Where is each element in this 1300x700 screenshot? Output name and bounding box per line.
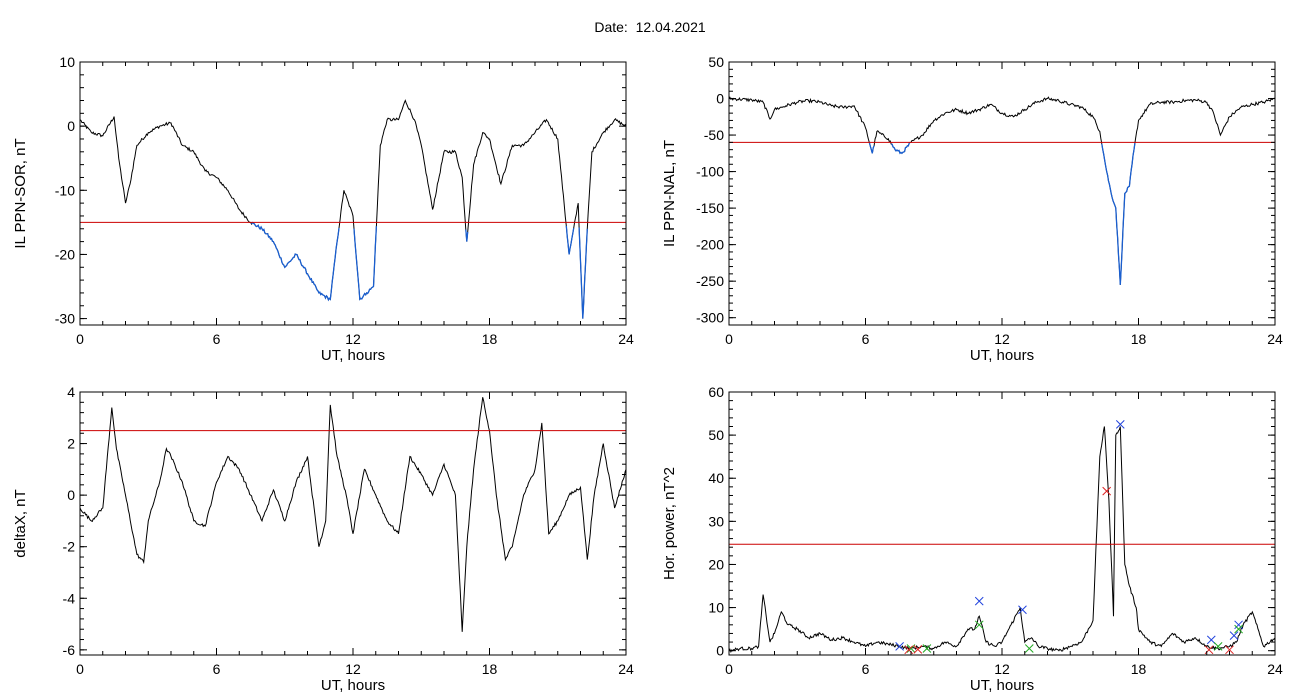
x-axis-title: UT, hours [321,347,385,364]
x-tick-label: 18 [482,661,498,677]
plot-frame [79,391,627,656]
below-threshold-highlight [251,221,588,319]
y-tick-label: -300 [696,310,724,326]
x-tick-label: 0 [76,331,84,347]
x-tick-label: 6 [862,661,870,677]
marker-red [1102,486,1112,496]
x-tick-label: 24 [618,661,634,677]
chart-panel-1: 0 6 12 18 24 -30 -20 -10 0 10 UT, hours IL PPN-SOR,… [12,54,634,364]
x-axis-title: UT, hours [970,347,1034,364]
marker-blue [974,596,984,606]
y-tick-label: 0 [67,487,75,503]
marker-red [1225,645,1234,655]
x-tick-label: 24 [618,331,634,347]
y-tick-label: -200 [696,237,724,253]
x-tick-label: 6 [213,331,221,347]
marker-green [1234,624,1243,634]
y-tick-label: -4 [63,590,76,606]
x-tick-label: 24 [1267,331,1283,347]
x-tick-label: 12 [994,331,1010,347]
x-tick-label: 12 [994,661,1010,677]
x-tick-label: 0 [76,661,84,677]
y-axis-title: IL PPN-NAL, nT [661,140,678,247]
y-axis-title: deltaX, nT [12,489,29,557]
y-tick-label: -50 [704,127,724,143]
marker-green [974,620,984,630]
y-tick-label: 30 [708,513,724,529]
y-tick-label: 0 [67,118,75,134]
series-line [729,426,1275,654]
x-tick-label: 18 [1131,331,1147,347]
date-value: 12.04.2021 [635,19,706,35]
x-tick-label: 24 [1267,661,1283,677]
x-tick-label: 6 [213,661,221,677]
x-tick-label: 0 [725,661,733,677]
marker-blue [895,642,904,651]
y-tick-label: -2 [63,539,76,555]
date-header: Date: 12.04.2021 [0,19,1300,35]
y-tick-label: 0 [716,91,724,107]
y-tick-label: -20 [55,246,75,262]
y-tick-label: -100 [696,164,724,180]
series-line [729,96,1275,285]
y-tick-label: -30 [55,311,75,327]
marker-green [1024,644,1034,653]
marker-blue [1115,419,1125,429]
x-axis-title: UT, hours [970,677,1034,694]
y-axis-title: Hor. power, nT^2 [661,467,678,580]
series-line [80,397,626,632]
y-tick-label: -250 [696,273,724,289]
marker-blue [1229,631,1239,640]
x-tick-label: 18 [1131,661,1147,677]
x-tick-label: 12 [345,661,361,677]
y-tick-label: 40 [708,470,724,486]
date-label: Date: [594,19,628,35]
chart-panel-4: 0 6 12 18 24 0 10 20 30 40 50 60 UT, hours Hor. power… [661,384,1283,694]
y-tick-label: -10 [55,182,75,198]
chart-panel-2: 0 6 12 18 24 -300 -250 -200 -150 -100 -50 0 50 UT, ho… [661,54,1283,364]
series-line [80,99,626,319]
y-tick-label: 4 [67,384,75,400]
y-tick-label: 50 [708,427,724,443]
marker-green [1213,642,1223,651]
y-tick-label: 20 [708,556,724,572]
x-tick-label: 18 [482,331,498,347]
y-tick-label: 60 [708,384,724,400]
marker-blue [1018,605,1027,615]
y-tick-label: 10 [708,600,724,616]
marker-red [904,645,914,655]
y-tick-label: -6 [63,642,76,658]
x-axis-title: UT, hours [321,677,385,694]
y-tick-label: 50 [708,54,724,70]
plot-frame [79,61,627,326]
marker-red [913,645,923,654]
y-tick-label: 0 [716,643,724,659]
marker-blue [1234,620,1243,630]
x-tick-label: 0 [725,331,733,347]
below-threshold-highlight [868,141,1136,285]
x-tick-label: 12 [345,331,361,347]
marker-green [922,644,932,653]
y-tick-label: -150 [696,200,724,216]
x-tick-label: 6 [862,331,870,347]
y-tick-label: 10 [59,54,75,70]
y-tick-label: 2 [67,436,75,452]
plot-frame [728,391,1276,656]
y-axis-title: IL PPN-SOR, nT [12,138,29,248]
